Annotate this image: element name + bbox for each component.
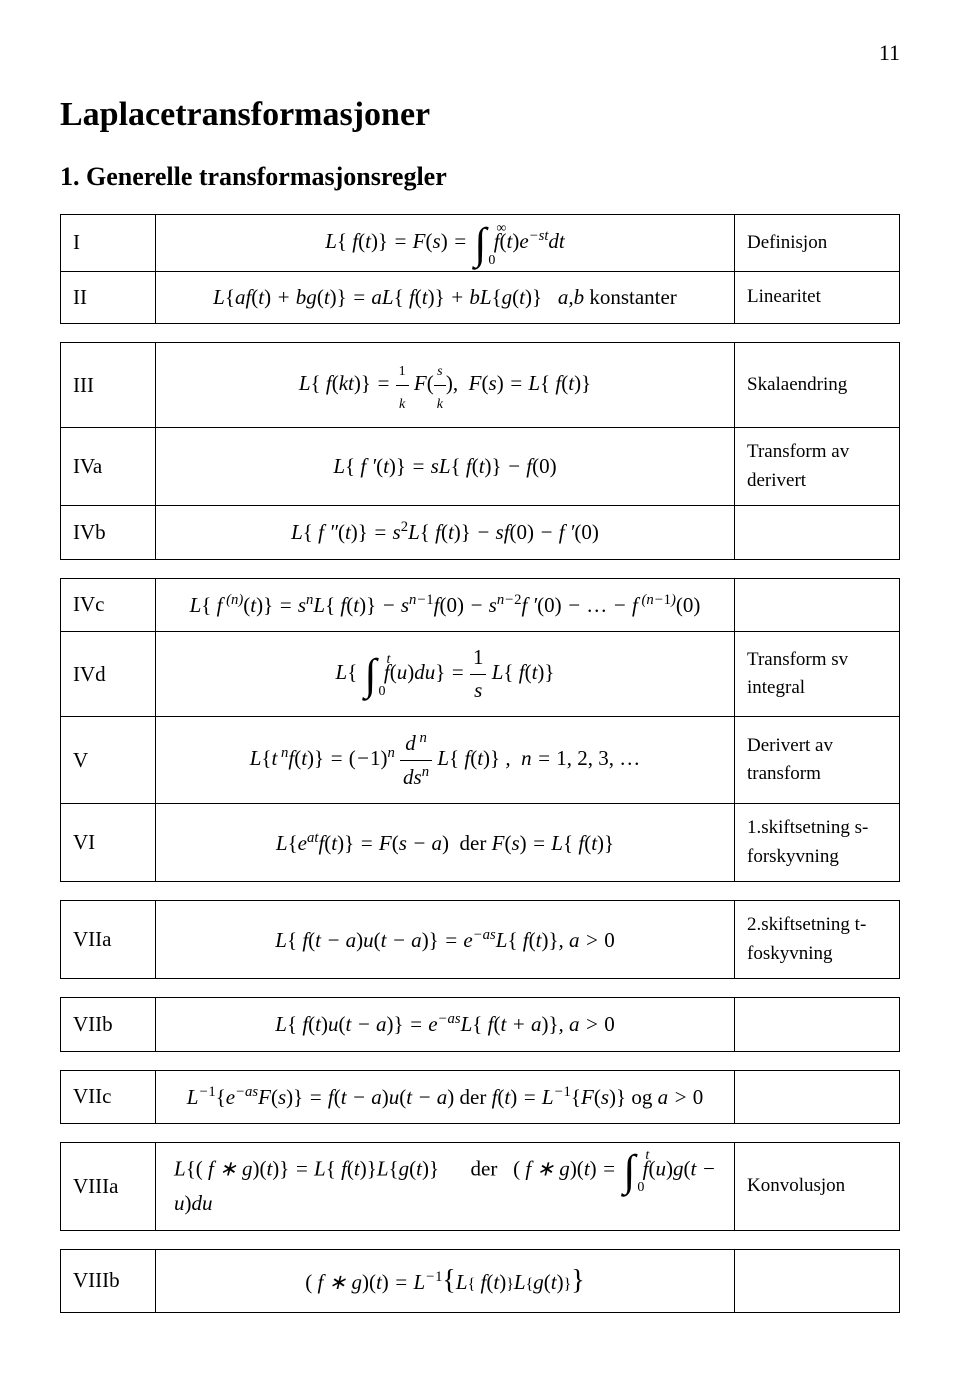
table-row: VIIa L{ f(t − a)u(t − a)} = e−asL{ f(t)}… <box>61 901 900 979</box>
rule-formula: L−1{e−asF(s)} = f(t − a)u(t − a) der f(t… <box>156 1070 735 1124</box>
rule-formula: ( f ∗ g)(t) = L−1{L{ f(t)}L{g(t)}} <box>156 1249 735 1312</box>
section-heading: 1. Generelle transformasjonsregler <box>60 162 900 192</box>
table-row: VIIc L−1{e−asF(s)} = f(t − a)u(t − a) de… <box>61 1070 900 1124</box>
table-row: IVd L{ t∫0 f(u)du} = 1s L{ f(t)} Transfo… <box>61 632 900 717</box>
rule-desc: 1.skiftsetning s-forskyvning <box>735 804 900 882</box>
rule-formula: L{ f(t)} = F(s) = ∞∫0 f(t)e−stdt <box>156 215 735 272</box>
rule-formula: L{t nf(t)} = (−1)n d ndsn L{ f(t)} , n =… <box>156 717 735 804</box>
rule-formula: L{ t∫0 f(u)du} = 1s L{ f(t)} <box>156 632 735 717</box>
rule-desc: Definisjon <box>735 215 900 272</box>
table-row: I L{ f(t)} = F(s) = ∞∫0 f(t)e−stdt Defin… <box>61 215 900 272</box>
rule-number: IVb <box>61 506 156 560</box>
rule-formula: L{eatf(t)} = F(s − a) der F(s) = L{ f(t)… <box>156 804 735 882</box>
table-block-4: VIIa L{ f(t − a)u(t − a)} = e−asL{ f(t)}… <box>60 900 900 979</box>
rule-formula: L{ f(t)u(t − a)} = e−asL{ f(t + a)}, a >… <box>156 998 735 1052</box>
rule-desc <box>735 506 900 560</box>
rule-number: VIIIa <box>61 1143 156 1231</box>
rule-desc: 2.skiftsetning t-foskyvning <box>735 901 900 979</box>
rule-formula: L{( f ∗ g)(t)} = L{ f(t)}L{g(t)} der ( f… <box>156 1143 735 1231</box>
table-row: II L{af(t) + bg(t)} = aL{ f(t)} + bL{g(t… <box>61 271 900 324</box>
rule-number: VI <box>61 804 156 882</box>
rule-number: VIIa <box>61 901 156 979</box>
table-block-2: III L{ f(kt)} = 1k F(sk), F(s) = L{ f(t)… <box>60 342 900 560</box>
rule-number: IVc <box>61 578 156 632</box>
rule-formula: L{af(t) + bg(t)} = aL{ f(t)} + bL{g(t)} … <box>156 271 735 324</box>
page-number: 11 <box>60 40 900 66</box>
table-row: IVa L{ f ′(t)} = sL{ f(t)} − f(0) Transf… <box>61 428 900 506</box>
table-row: VIIIb ( f ∗ g)(t) = L−1{L{ f(t)}L{g(t)}} <box>61 1249 900 1312</box>
rule-number: II <box>61 271 156 324</box>
rule-formula: L{ f(kt)} = 1k F(sk), F(s) = L{ f(t)} <box>156 343 735 428</box>
rule-desc: Transform av derivert <box>735 428 900 506</box>
rule-formula: L{ f(t − a)u(t − a)} = e−asL{ f(t)}, a >… <box>156 901 735 979</box>
table-block-5: VIIb L{ f(t)u(t − a)} = e−asL{ f(t + a)}… <box>60 997 900 1052</box>
rule-desc <box>735 578 900 632</box>
table-row: VI L{eatf(t)} = F(s − a) der F(s) = L{ f… <box>61 804 900 882</box>
table-row: VIIb L{ f(t)u(t − a)} = e−asL{ f(t + a)}… <box>61 998 900 1052</box>
table-block-7: VIIIa L{( f ∗ g)(t)} = L{ f(t)}L{g(t)} d… <box>60 1142 900 1231</box>
table-block-3: IVc L{ f (n)(t)} = snL{ f(t)} − sn−1f(0)… <box>60 578 900 883</box>
rule-number: III <box>61 343 156 428</box>
rule-desc: Transform sv integral <box>735 632 900 717</box>
rule-formula: L{ f ″(t)} = s2L{ f(t)} − sf(0) − f ′(0) <box>156 506 735 560</box>
table-block-1: I L{ f(t)} = F(s) = ∞∫0 f(t)e−stdt Defin… <box>60 214 900 324</box>
table-block-8: VIIIb ( f ∗ g)(t) = L−1{L{ f(t)}L{g(t)}} <box>60 1249 900 1313</box>
rule-number: I <box>61 215 156 272</box>
rule-number: V <box>61 717 156 804</box>
rule-formula: L{ f (n)(t)} = snL{ f(t)} − sn−1f(0) − s… <box>156 578 735 632</box>
table-block-6: VIIc L−1{e−asF(s)} = f(t − a)u(t − a) de… <box>60 1070 900 1125</box>
rule-desc: Skalaendring <box>735 343 900 428</box>
table-row: VIIIa L{( f ∗ g)(t)} = L{ f(t)}L{g(t)} d… <box>61 1143 900 1231</box>
table-row: IVb L{ f ″(t)} = s2L{ f(t)} − sf(0) − f … <box>61 506 900 560</box>
rule-number: VIIc <box>61 1070 156 1124</box>
rule-number: VIIIb <box>61 1249 156 1312</box>
rule-desc <box>735 1249 900 1312</box>
rule-desc <box>735 998 900 1052</box>
rule-desc: Konvolusjon <box>735 1143 900 1231</box>
table-row: V L{t nf(t)} = (−1)n d ndsn L{ f(t)} , n… <box>61 717 900 804</box>
table-row: IVc L{ f (n)(t)} = snL{ f(t)} − sn−1f(0)… <box>61 578 900 632</box>
rule-desc: Derivert av transform <box>735 717 900 804</box>
rule-number: IVa <box>61 428 156 506</box>
table-row: III L{ f(kt)} = 1k F(sk), F(s) = L{ f(t)… <box>61 343 900 428</box>
rule-formula: L{ f ′(t)} = sL{ f(t)} − f(0) <box>156 428 735 506</box>
rule-desc: Linearitet <box>735 271 900 324</box>
rule-desc <box>735 1070 900 1124</box>
page-title: Laplacetransformasjoner <box>60 96 900 134</box>
rule-number: VIIb <box>61 998 156 1052</box>
rule-number: IVd <box>61 632 156 717</box>
